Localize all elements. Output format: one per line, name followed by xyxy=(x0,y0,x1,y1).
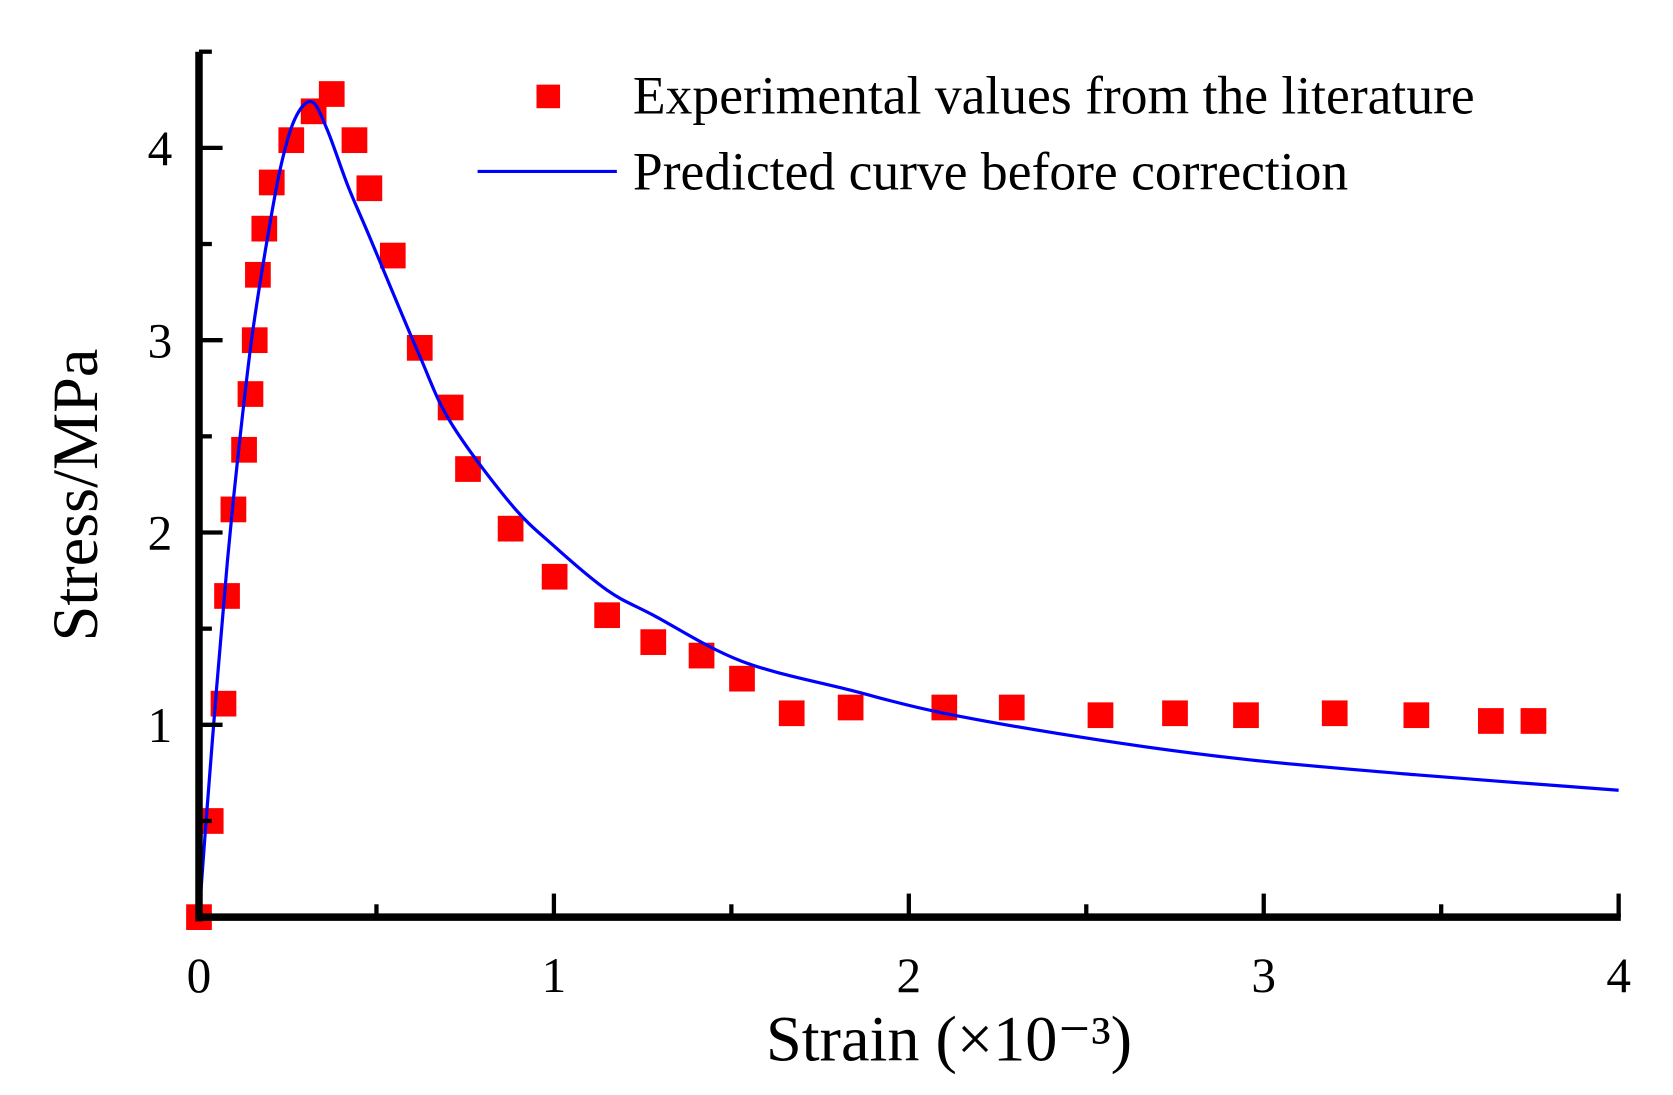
legend: Experimental values from the literature … xyxy=(477,66,1475,202)
x-axis-label: Strain (×10⁻³) xyxy=(766,1004,1132,1075)
experimental-point xyxy=(541,563,568,590)
experimental-point xyxy=(241,327,268,354)
experimental-point xyxy=(640,629,667,655)
x-tick-label: 1 xyxy=(542,948,567,1003)
experimental-point xyxy=(778,700,805,727)
legend-label-experimental: Experimental values from the literature xyxy=(633,66,1475,126)
y-tick-label: 1 xyxy=(148,698,173,753)
plot-area xyxy=(186,81,1619,930)
experimental-point xyxy=(1087,702,1114,729)
x-tick-label: 2 xyxy=(897,948,922,1003)
experimental-point xyxy=(341,127,368,154)
tick-labels: 0 1 2 3 4 1 2 3 4 xyxy=(148,121,1631,1003)
experimental-point xyxy=(837,694,864,721)
experimental-point xyxy=(1233,702,1259,729)
experimental-point xyxy=(231,436,257,463)
y-tick-label: 3 xyxy=(148,313,173,368)
legend-marker-experimental xyxy=(536,84,561,109)
experimental-point xyxy=(237,381,264,407)
x-tick-label: 0 xyxy=(187,948,212,1003)
experimental-point xyxy=(214,583,240,609)
experimental-point xyxy=(497,515,524,542)
y-tick-label: 2 xyxy=(148,506,173,561)
experimental-point xyxy=(1162,700,1188,727)
experimental-point xyxy=(729,665,755,692)
x-tick-label: 3 xyxy=(1251,948,1276,1003)
experimental-point xyxy=(998,694,1025,721)
experimental-point xyxy=(251,215,278,242)
experimental-point xyxy=(1403,702,1430,729)
predicted-curve xyxy=(197,99,1619,918)
axes xyxy=(195,49,1621,922)
y-axis-label: Stress/MPa xyxy=(40,349,111,642)
experimental-point xyxy=(318,81,345,107)
experimental-point xyxy=(1520,708,1547,734)
experimental-point xyxy=(1478,708,1504,734)
experimental-point xyxy=(245,261,271,288)
y-tick-label: 4 xyxy=(148,121,173,176)
legend-label-predicted: Predicted curve before correction xyxy=(633,142,1348,202)
experimental-point xyxy=(356,175,383,202)
experimental-point xyxy=(594,602,621,629)
experimental-point xyxy=(379,242,406,269)
x-tick-label: 4 xyxy=(1606,948,1631,1003)
experimental-point xyxy=(1321,700,1348,727)
